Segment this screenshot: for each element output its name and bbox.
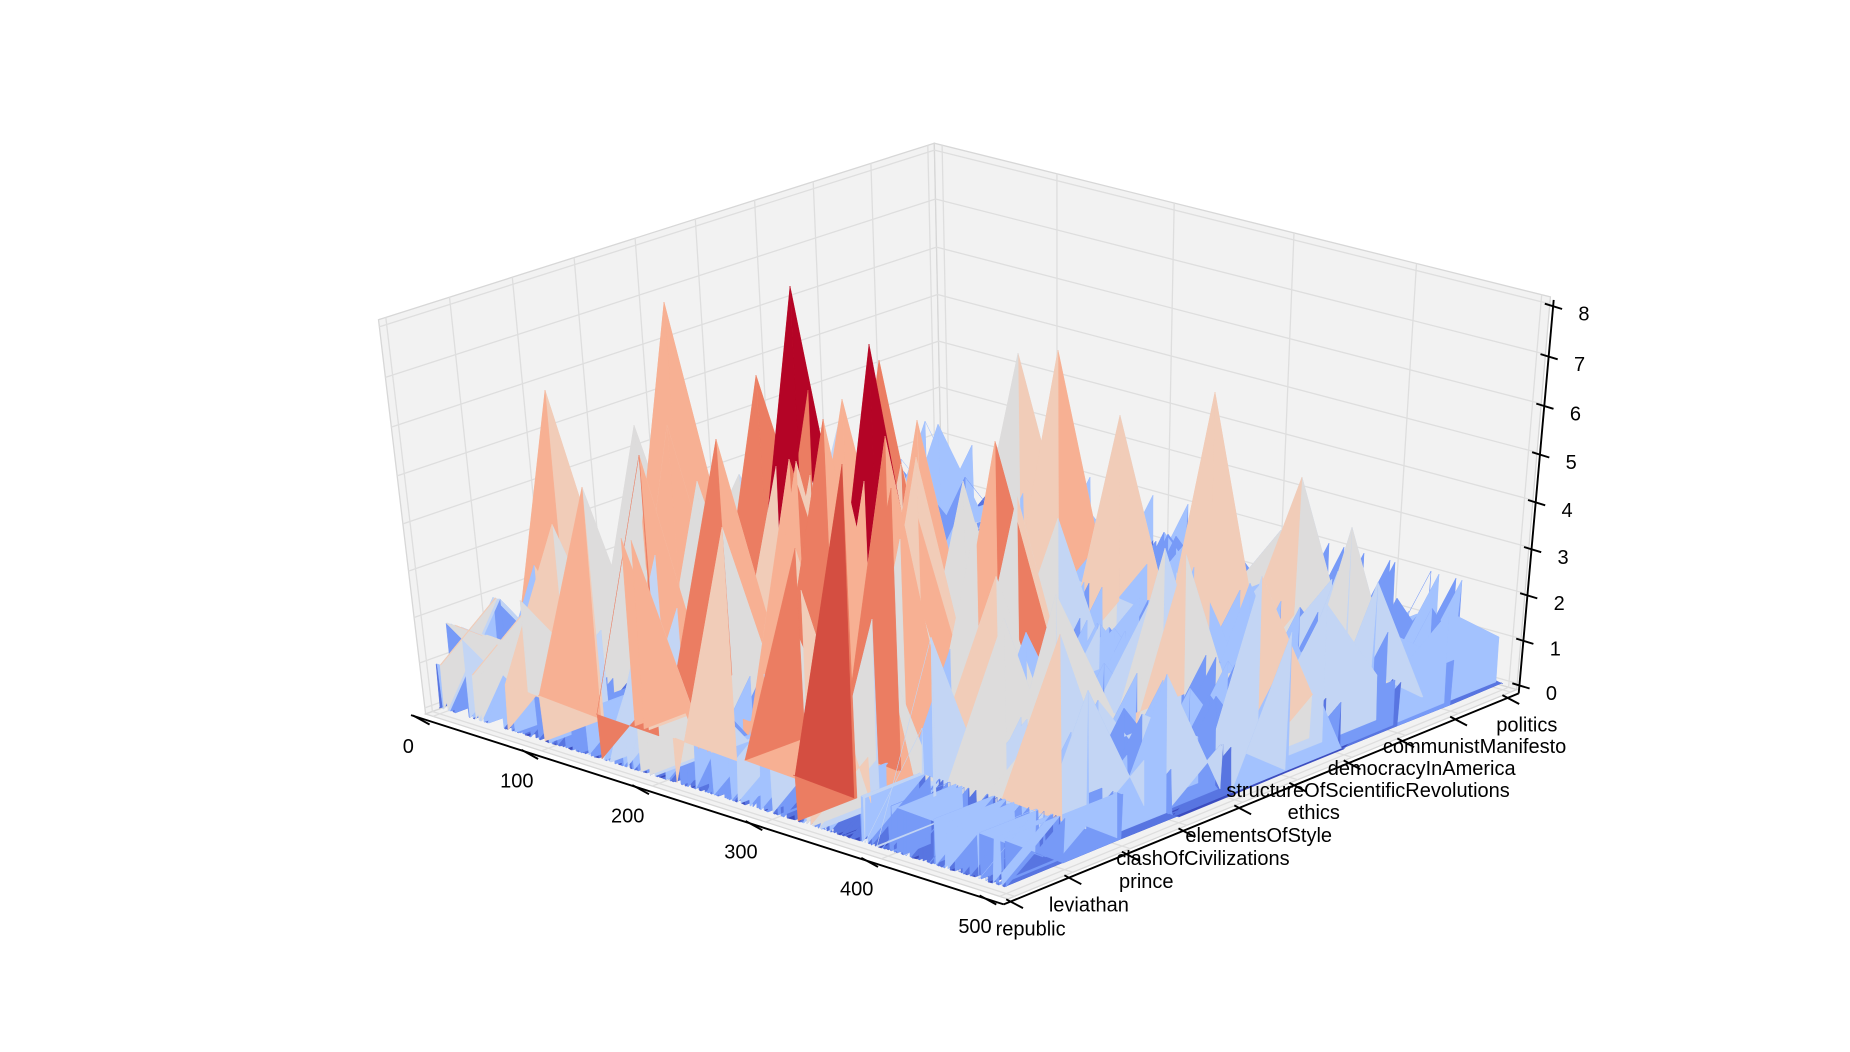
svg-text:400: 400 (840, 878, 873, 900)
svg-text:6: 6 (1570, 404, 1581, 426)
svg-text:0: 0 (1546, 683, 1557, 705)
svg-text:elementsOfStyle: elementsOfStyle (1185, 825, 1332, 847)
svg-text:7: 7 (1574, 354, 1585, 376)
svg-text:ethics: ethics (1288, 802, 1340, 824)
svg-text:communistManifesto: communistManifesto (1383, 736, 1566, 758)
svg-text:8: 8 (1578, 304, 1589, 326)
svg-text:4: 4 (1562, 500, 1573, 522)
svg-text:leviathan: leviathan (1049, 895, 1129, 917)
svg-text:clashOfCivilizations: clashOfCivilizations (1116, 848, 1289, 870)
svg-text:300: 300 (724, 842, 757, 864)
svg-text:1: 1 (1550, 639, 1561, 661)
svg-text:100: 100 (500, 770, 533, 792)
svg-text:5: 5 (1566, 452, 1577, 474)
svg-text:politics: politics (1496, 715, 1557, 737)
svg-text:500: 500 (958, 916, 991, 938)
svg-text:democracyInAmerica: democracyInAmerica (1328, 758, 1517, 780)
svg-text:200: 200 (611, 806, 644, 828)
svg-text:2: 2 (1554, 593, 1565, 615)
svg-text:3: 3 (1558, 547, 1569, 569)
svg-text:prince: prince (1119, 871, 1173, 893)
svg-text:republic: republic (996, 919, 1066, 941)
svg-text:0: 0 (403, 736, 414, 758)
svg-text:structureOfScientificRevolutio: structureOfScientificRevolutions (1226, 780, 1509, 802)
